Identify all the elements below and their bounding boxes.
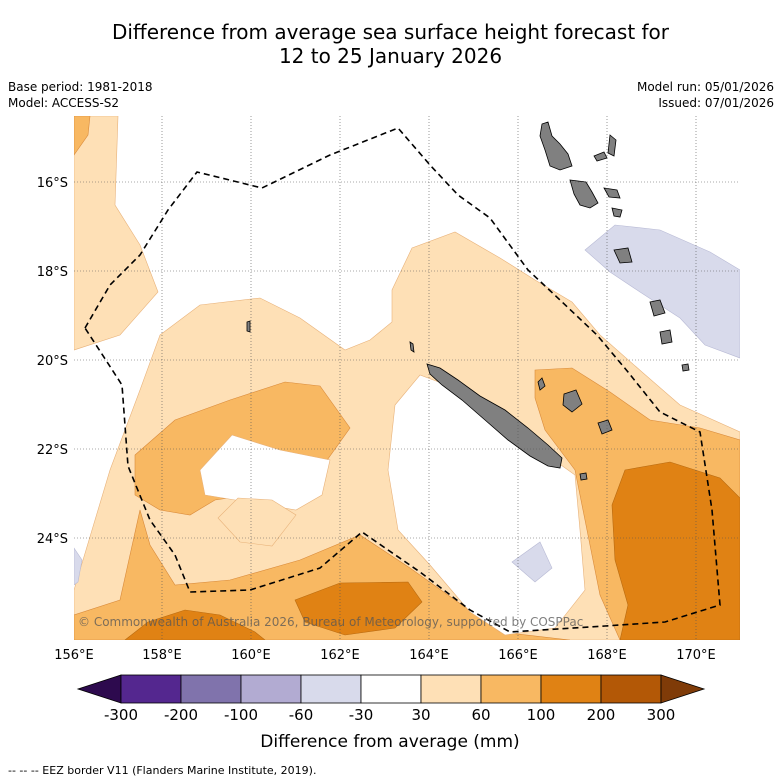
colorbar-tick-label: 200 [587, 706, 616, 724]
lon-label: 164°E [409, 648, 449, 663]
colorbar-tick-label: -300 [104, 706, 138, 724]
lat-label: 18°S [37, 265, 68, 280]
vanuatu-island [539, 121, 573, 171]
colorbar-tick-label: 100 [527, 706, 556, 724]
anomaly-30-60-region [217, 497, 297, 547]
loyalty-island [537, 377, 546, 391]
anomaly-neutral-region [199, 434, 331, 511]
colorbar-tick-label: -30 [349, 706, 374, 724]
lon-label: 168°E [587, 648, 627, 663]
loyalty-island [597, 419, 613, 435]
map-area: © Commonwealth of Australia 2026, Bureau… [74, 116, 740, 640]
vanuatu-island [607, 134, 617, 157]
anomaly-100-200-region [294, 581, 423, 636]
small-islet [409, 341, 415, 353]
lat-label: 16°S [37, 176, 68, 191]
anomaly-negative-region [511, 541, 553, 583]
anomaly-100-200-region [611, 461, 740, 640]
colorbar-segment [360, 674, 422, 704]
chesterfield-island [246, 320, 251, 333]
vanuatu-island [659, 329, 673, 345]
colorbar-segment [420, 674, 482, 704]
map-copyright: © Commonwealth of Australia 2026, Bureau… [78, 615, 583, 629]
new-caledonia-landmass [426, 363, 563, 469]
colorbar-segment [240, 674, 302, 704]
vanuatu-island [613, 247, 633, 264]
colorbar-segment [480, 674, 542, 704]
vanuatu-island [681, 363, 690, 372]
colorbar-segment [540, 674, 602, 704]
lon-label: 158°E [142, 648, 182, 663]
colorbar-segment [600, 674, 662, 704]
colorbar-segment [180, 674, 242, 704]
eez-legend-text: -- -- -- EEZ border V11 (Flanders Marine… [8, 764, 316, 777]
lon-label: 162°E [320, 648, 360, 663]
vanuatu-island [649, 299, 666, 317]
colorbar-tick-label: -100 [224, 706, 258, 724]
lon-label: 160°E [231, 648, 271, 663]
colorbar-extension-low [76, 674, 122, 704]
colorbar-title: Difference from average (mm) [260, 732, 519, 752]
anomaly-100-200-region [124, 609, 266, 640]
anomaly-30-60-region [74, 116, 159, 351]
anomaly-negative-region [74, 547, 83, 586]
lat-label: 24°S [37, 532, 68, 547]
anomaly-60-100-region [74, 116, 91, 156]
lon-label: 156°E [54, 648, 94, 663]
colorbar-tick-label: -60 [289, 706, 314, 724]
isle-of-pines [579, 472, 588, 481]
model-name: Model: ACCESS-S2 [8, 96, 120, 110]
colorbar-tick-label: 300 [647, 706, 676, 724]
lat-label: 20°S [37, 354, 68, 369]
title-line-1: Difference from average sea surface heig… [111, 20, 670, 44]
map-gridlines [74, 116, 740, 640]
vanuatu-island [603, 187, 621, 199]
eez-border [84, 127, 721, 633]
colorbar-extension-high [660, 674, 706, 704]
model-run: Model run: 05/01/2026 [636, 80, 774, 94]
issued-date: Issued: 07/01/2026 [658, 96, 774, 110]
colorbar-tick-label: 60 [471, 706, 490, 724]
colorbar-tick-label: 30 [411, 706, 430, 724]
colorbar-segment [120, 674, 182, 704]
lon-label: 170°E [676, 648, 716, 663]
loyalty-island [562, 389, 583, 413]
colorbar-segment [300, 674, 362, 704]
colorbar-tick-label: -200 [164, 706, 198, 724]
lat-label: 22°S [37, 443, 68, 458]
lon-label: 166°E [498, 648, 538, 663]
vanuatu-island [611, 207, 623, 218]
base-period: Base period: 1981-2018 [8, 80, 153, 94]
colorbar: -300 -200 -100 -60 -30 30 60 100 200 300 [76, 674, 706, 724]
vanuatu-island [569, 179, 599, 209]
title-line-2: 12 to 25 January 2026 [278, 44, 503, 68]
anomaly-60-100-region [74, 509, 571, 640]
